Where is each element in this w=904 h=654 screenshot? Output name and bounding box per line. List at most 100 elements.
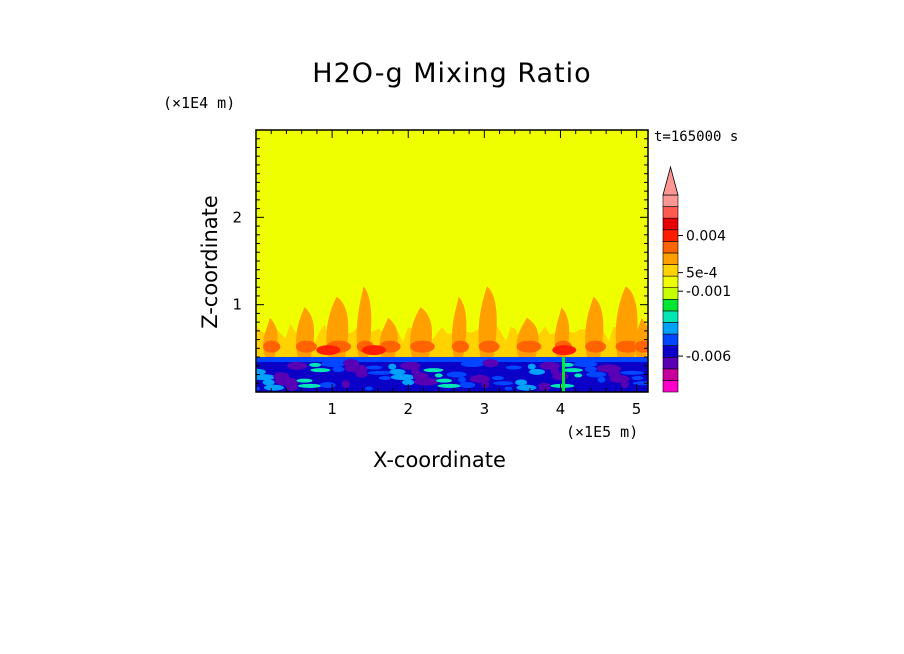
- base-layer-blob: [388, 363, 397, 370]
- plume-core: [295, 340, 317, 353]
- x-tick-label: 4: [556, 400, 566, 418]
- base-layer-blob: [273, 372, 290, 381]
- y-tick-label: 1: [232, 296, 242, 314]
- base-layer-blob: [263, 384, 284, 391]
- plume-filament: [615, 286, 638, 358]
- colorbar-swatch: [662, 287, 679, 300]
- plume-core: [585, 340, 607, 353]
- base-layer-top-edge: [256, 357, 648, 363]
- colorbar-swatch: [662, 345, 679, 358]
- plume-filament: [356, 286, 372, 358]
- plume-core: [451, 340, 470, 353]
- x-tick-label: 1: [327, 400, 337, 418]
- base-layer-blob: [457, 376, 466, 383]
- base-layer-blob: [482, 359, 499, 368]
- base-layer-blob: [437, 383, 462, 388]
- colorbar-swatch: [662, 356, 679, 370]
- base-layer-blob: [389, 368, 406, 375]
- base-layer-blob: [390, 374, 415, 381]
- colorbar-swatch: [662, 252, 679, 265]
- base-layer-blob: [459, 382, 476, 389]
- base-layer-blob: [262, 379, 275, 386]
- colorbar-label: -0.006: [686, 349, 731, 365]
- base-layer-blob: [341, 380, 350, 389]
- base-layer-blob: [319, 382, 336, 389]
- plume-core: [263, 340, 281, 353]
- base-layer-blob: [504, 386, 513, 391]
- base-layer-blob: [256, 374, 276, 381]
- base-layer-blob: [516, 384, 537, 391]
- colorbar-swatch: [662, 241, 679, 254]
- plume-core: [516, 340, 542, 353]
- colorbar-label: 0.004: [686, 229, 726, 245]
- base-layer-blob: [321, 361, 346, 368]
- base-layer-blob: [493, 381, 514, 386]
- base-layer-blob: [332, 366, 345, 373]
- plume-layer: [256, 304, 648, 358]
- base-layer-blob: [296, 378, 313, 383]
- x-axis-label: X-coordinate: [373, 448, 506, 472]
- plume-core: [615, 340, 641, 353]
- plume-hot-core: [552, 345, 577, 356]
- base-layer-blob: [287, 361, 308, 370]
- base-layer-blob: [620, 370, 645, 375]
- base-layer-blob: [436, 378, 453, 383]
- base-layer-blob: [364, 386, 373, 391]
- base-layer-blob: [367, 370, 392, 375]
- base-layer-blob: [584, 366, 597, 373]
- base-layer-blob: [596, 364, 621, 373]
- base-layer-blob: [297, 383, 322, 388]
- base-layer-blob: [527, 363, 536, 370]
- base-layer-blob: [529, 368, 546, 375]
- base-layer-blob: [256, 386, 260, 391]
- chart-title: H2O-g Mixing Ratio: [312, 58, 592, 89]
- colorbar-swatch: [662, 229, 679, 242]
- base-layer-blob: [469, 374, 490, 383]
- base-layer-blob: [310, 368, 331, 373]
- plume-core: [634, 340, 648, 353]
- base-layer-blob: [631, 376, 644, 381]
- base-layer-blob: [562, 368, 583, 373]
- plume-core: [478, 340, 500, 353]
- colorbar-swatch: [662, 275, 679, 289]
- base-layer-blob: [366, 365, 383, 370]
- x-tick-label: 2: [403, 400, 413, 418]
- axis-ticks: 1 2 3 4 5 1 2: [232, 130, 648, 418]
- base-layer-blob: [256, 368, 266, 375]
- base-layer-blob: [423, 368, 444, 373]
- colorbar-swatch: [662, 368, 679, 381]
- x-tick-label: 3: [480, 400, 490, 418]
- colorbar-top-arrow: [662, 165, 679, 196]
- plume-hot-core: [316, 345, 341, 356]
- colorbar-swatch: [662, 310, 679, 323]
- vertical-jet: [561, 357, 565, 392]
- base-layer-blob: [573, 361, 598, 368]
- colorbar-swatch: [662, 322, 679, 335]
- base-layer-blob: [505, 365, 522, 370]
- base-layer-blob: [491, 376, 504, 381]
- colorbar-label: 5e-4: [686, 266, 718, 282]
- base-layer-blob: [402, 379, 415, 386]
- base-layer-blob: [309, 362, 322, 367]
- base-layer-blob: [538, 382, 551, 391]
- base-layer-blob: [400, 361, 421, 370]
- plume-hot-core: [361, 345, 386, 356]
- y-tick-label: 2: [232, 208, 242, 226]
- colorbar-label: -0.001: [686, 284, 731, 300]
- x-tick-label: 5: [632, 400, 642, 418]
- base-layer-blob: [539, 361, 560, 370]
- base-layer-blob: [343, 359, 360, 368]
- base-layer-blob: [446, 371, 467, 378]
- plume-filament: [478, 286, 497, 358]
- base-layer-blob: [460, 361, 485, 368]
- colorbar-swatch: [662, 333, 679, 346]
- colorbar: 0.004 5e-4 -0.001 -0.006: [662, 165, 731, 393]
- y-axis-unit: (×1E4 m): [163, 94, 236, 112]
- time-label: t=165000 s: [654, 129, 739, 145]
- colorbar-swatch: [662, 298, 679, 312]
- base-layer-blob: [378, 376, 391, 381]
- colorbar-swatch: [662, 194, 679, 207]
- base-layer-blob: [574, 373, 583, 378]
- base-layer-blob: [515, 379, 528, 386]
